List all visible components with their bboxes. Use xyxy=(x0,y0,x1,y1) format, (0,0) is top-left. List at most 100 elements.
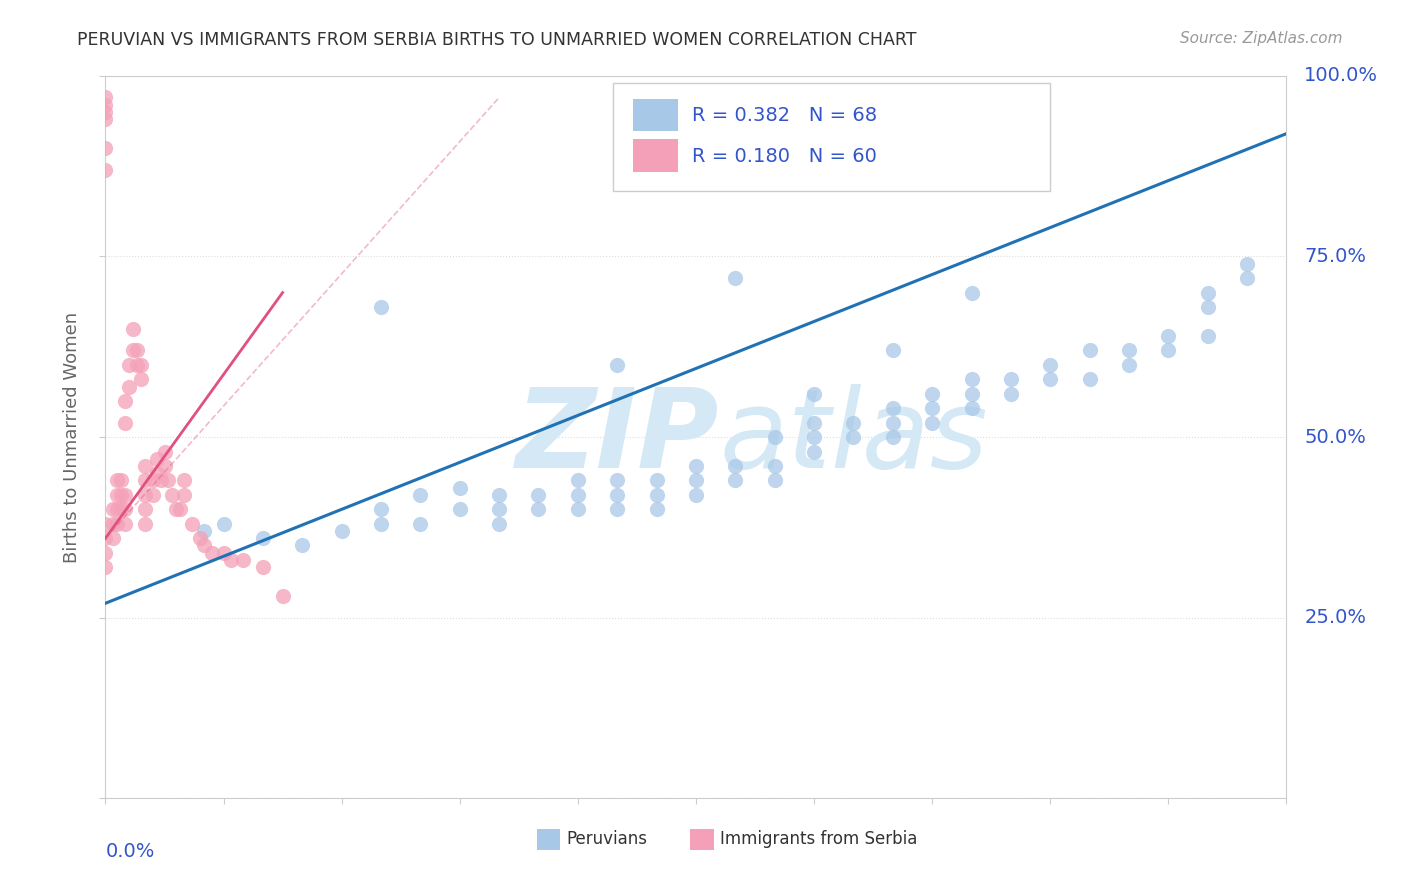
Bar xyxy=(690,829,714,850)
Point xyxy=(94,546,117,560)
Point xyxy=(370,502,392,516)
Point xyxy=(162,488,184,502)
Point xyxy=(114,488,136,502)
Point xyxy=(1157,329,1180,343)
Point xyxy=(685,488,707,502)
Text: 50.0%: 50.0% xyxy=(1305,427,1367,447)
Point xyxy=(169,502,191,516)
Point xyxy=(114,516,136,531)
Point xyxy=(882,343,904,358)
Point xyxy=(842,430,865,444)
Point xyxy=(1000,372,1022,386)
Point xyxy=(145,466,167,480)
Point xyxy=(685,458,707,473)
Point xyxy=(114,393,136,408)
Point xyxy=(1118,343,1140,358)
Text: R = 0.382   N = 68: R = 0.382 N = 68 xyxy=(692,106,877,125)
Point xyxy=(105,488,128,502)
Point xyxy=(1078,372,1101,386)
Point xyxy=(449,481,471,495)
Point xyxy=(370,516,392,531)
Point xyxy=(134,516,156,531)
Point xyxy=(763,430,786,444)
Point xyxy=(271,589,294,603)
Point xyxy=(94,162,117,177)
Point xyxy=(370,300,392,314)
Point xyxy=(488,488,510,502)
Point xyxy=(114,416,136,430)
FancyBboxPatch shape xyxy=(613,83,1050,192)
Point xyxy=(153,444,176,458)
Text: Peruvians: Peruvians xyxy=(567,830,647,847)
Point xyxy=(103,531,125,545)
Point xyxy=(193,539,215,553)
Point xyxy=(842,416,865,430)
Point xyxy=(134,474,156,488)
Point xyxy=(921,386,943,401)
Text: Immigrants from Serbia: Immigrants from Serbia xyxy=(720,830,917,847)
Point xyxy=(724,458,747,473)
Point xyxy=(1039,358,1062,372)
Point xyxy=(94,531,117,545)
Text: PERUVIAN VS IMMIGRANTS FROM SERBIA BIRTHS TO UNMARRIED WOMEN CORRELATION CHART: PERUVIAN VS IMMIGRANTS FROM SERBIA BIRTH… xyxy=(77,31,917,49)
Point xyxy=(105,502,128,516)
Point xyxy=(105,516,128,531)
Point xyxy=(94,560,117,574)
Point xyxy=(606,474,628,488)
Point xyxy=(149,474,172,488)
Point xyxy=(122,343,145,358)
Point xyxy=(763,474,786,488)
Point xyxy=(882,401,904,416)
Point xyxy=(110,488,132,502)
Point xyxy=(1000,386,1022,401)
Text: 75.0%: 75.0% xyxy=(1305,247,1367,266)
Point xyxy=(221,553,243,567)
Point xyxy=(94,516,117,531)
Bar xyxy=(633,99,678,131)
Point xyxy=(1197,329,1219,343)
Point xyxy=(125,358,148,372)
Point xyxy=(1197,285,1219,300)
Point xyxy=(1039,372,1062,386)
Point xyxy=(94,105,117,120)
Text: Source: ZipAtlas.com: Source: ZipAtlas.com xyxy=(1180,31,1343,46)
Text: 0.0%: 0.0% xyxy=(105,842,155,861)
Point xyxy=(645,474,668,488)
Bar xyxy=(537,829,560,850)
Point xyxy=(527,502,550,516)
Point xyxy=(103,516,125,531)
Point xyxy=(142,474,165,488)
Point xyxy=(960,372,983,386)
Y-axis label: Births to Unmarried Women: Births to Unmarried Women xyxy=(63,311,82,563)
Point xyxy=(803,416,825,430)
Point xyxy=(409,516,432,531)
Point xyxy=(606,488,628,502)
Point xyxy=(173,488,195,502)
Point xyxy=(1236,271,1258,285)
Point xyxy=(291,539,314,553)
Point xyxy=(110,474,132,488)
Point xyxy=(882,416,904,430)
Point xyxy=(960,386,983,401)
Point xyxy=(1236,257,1258,271)
Bar xyxy=(633,139,678,172)
Point xyxy=(252,560,274,574)
Point xyxy=(488,516,510,531)
Point xyxy=(188,531,211,545)
Point xyxy=(449,502,471,516)
Point xyxy=(142,488,165,502)
Point xyxy=(125,343,148,358)
Point xyxy=(645,488,668,502)
Point xyxy=(110,502,132,516)
Point xyxy=(165,502,187,516)
Text: 25.0%: 25.0% xyxy=(1305,608,1367,627)
Point xyxy=(103,502,125,516)
Point xyxy=(803,444,825,458)
Point xyxy=(567,502,589,516)
Point xyxy=(882,430,904,444)
Point xyxy=(94,90,117,104)
Point xyxy=(181,516,204,531)
Point xyxy=(129,358,152,372)
Point xyxy=(212,516,235,531)
Point xyxy=(1157,343,1180,358)
